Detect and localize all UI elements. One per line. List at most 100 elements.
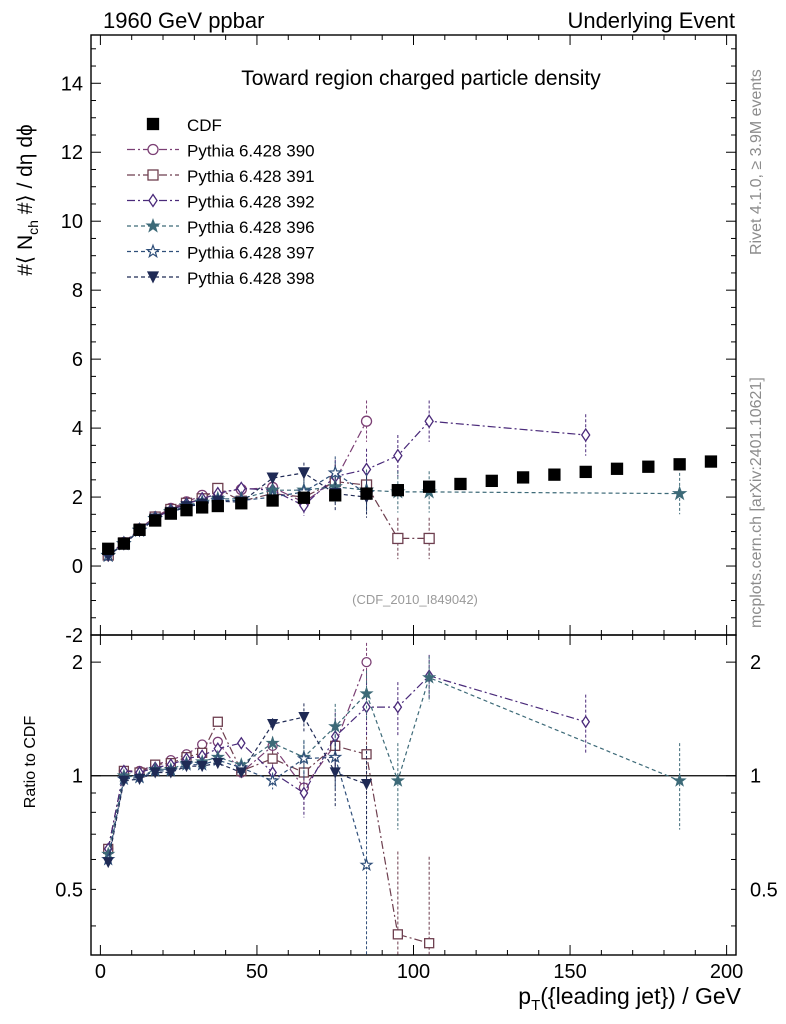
y-tick-label-top: 14 xyxy=(61,73,83,95)
legend-398-marker xyxy=(146,271,160,284)
series-392-point xyxy=(393,448,403,463)
cdf-point xyxy=(610,462,624,475)
x-tick-label: 200 xyxy=(710,961,743,983)
cdf-point xyxy=(235,497,248,510)
legend-397-marker xyxy=(145,243,161,259)
legend-392-marker xyxy=(148,193,158,208)
y-tick-label-bottom-right: 1 xyxy=(750,766,761,788)
cdf-point xyxy=(149,514,162,527)
series-397-ratio-point xyxy=(265,773,280,787)
cdf-point xyxy=(516,471,530,484)
series-391-ratio-point xyxy=(392,929,403,940)
series-392-ratio-point xyxy=(581,715,591,729)
series-398-ratio-point xyxy=(235,767,247,779)
y-tick-label-bottom-left: 2 xyxy=(72,652,83,674)
series-396-ratio-line xyxy=(107,676,680,855)
ratio-panel-frame xyxy=(90,634,737,956)
series-396-ratio-point xyxy=(265,735,280,750)
series-397-ratio-point xyxy=(359,857,374,872)
cdf-point xyxy=(454,477,467,491)
legend-396-marker xyxy=(145,218,161,233)
series-396-ratio-point xyxy=(359,686,374,700)
x-tick-label: 0 xyxy=(95,961,106,983)
series-398-ratio-point xyxy=(329,767,341,779)
cdf-point xyxy=(673,458,686,471)
series-398-ratio-point xyxy=(102,857,114,869)
series-396-point xyxy=(671,485,688,501)
y-tick-label-bottom-left: 0.5 xyxy=(55,879,83,901)
series-397-point xyxy=(327,464,343,480)
series-398-ratio-point xyxy=(133,773,146,786)
y-tick-label-bottom-left: 1 xyxy=(72,766,83,788)
series-391-ratio-point xyxy=(212,716,223,727)
series-398-ratio-point xyxy=(118,775,130,787)
cdf-point xyxy=(329,489,342,502)
header-right: Underlying Event xyxy=(567,8,735,33)
y-tick-label-top: 10 xyxy=(61,211,83,233)
y-tick-label-top: 2 xyxy=(72,487,83,509)
series-398-point xyxy=(297,467,310,480)
series-391-point xyxy=(423,532,435,545)
cdf-point xyxy=(164,507,177,520)
x-tick-label: 50 xyxy=(246,961,268,983)
series-398-ratio-point xyxy=(180,761,193,773)
y-tick-label-bottom-right: 2 xyxy=(750,652,761,674)
legend-396-label: Pythia 6.428 396 xyxy=(187,218,315,237)
legend-391-marker xyxy=(147,169,159,181)
series-390-ratio-line xyxy=(107,661,368,850)
legend-397-label: Pythia 6.428 397 xyxy=(187,244,315,263)
legend-391-label: Pythia 6.428 391 xyxy=(187,167,315,186)
chart-title: Toward region charged particle density xyxy=(241,67,601,90)
cdf-point xyxy=(266,494,279,507)
x-tick-label: 100 xyxy=(397,961,430,983)
series-398-ratio-point xyxy=(196,761,208,773)
cdf-point xyxy=(133,523,146,536)
y-tick-label-top: 12 xyxy=(61,142,83,164)
series-392-ratio-point xyxy=(393,700,403,714)
header-left: 1960 GeV ppbar xyxy=(103,8,264,33)
cdf-point xyxy=(196,501,209,514)
series-390-ratio-point xyxy=(361,656,372,668)
cdf-point xyxy=(548,468,561,481)
cdf-point xyxy=(391,484,404,497)
cdf-point xyxy=(180,504,193,517)
series-391-ratio-point xyxy=(267,753,278,764)
series-397-ratio-point xyxy=(296,751,312,765)
series-396-ratio-point xyxy=(672,773,687,787)
legend-390-label: Pythia 6.428 390 xyxy=(187,142,315,161)
cdf-point xyxy=(117,537,131,550)
rivet-version-label: Rivet 4.1.0, ≥ 3.9M events xyxy=(748,69,765,255)
legend-398-label: Pythia 6.428 398 xyxy=(187,269,315,288)
cdf-point xyxy=(423,480,436,493)
y-tick-label-bottom-right: 0.5 xyxy=(750,879,778,901)
series-398-point xyxy=(266,472,279,485)
cdf-point xyxy=(102,542,115,555)
series-392-line xyxy=(107,420,586,556)
series-391-point xyxy=(392,532,404,545)
y-tick-label-top: 6 xyxy=(72,349,83,371)
cdf-point xyxy=(642,460,655,473)
series-392-ratio-point xyxy=(299,786,309,800)
series-398-ratio-point xyxy=(212,757,224,770)
analysis-tag: (CDF_2010_I849042) xyxy=(352,592,478,607)
cdf-point xyxy=(360,487,373,500)
y-tick-label-top: -2 xyxy=(65,625,83,647)
legend-392-label: Pythia 6.428 392 xyxy=(187,193,315,212)
series-396-ratio-point xyxy=(328,719,343,733)
series-390-point xyxy=(360,415,373,427)
legend-390-marker xyxy=(147,143,159,156)
cdf-point xyxy=(704,455,718,468)
series-398-ratio-point xyxy=(149,767,161,779)
cdf-point xyxy=(297,491,311,504)
legend-cdf-marker xyxy=(146,117,160,131)
series-392-ratio-line xyxy=(107,675,586,850)
cdf-point xyxy=(211,499,224,513)
mcplots-label: mcplots.cern.ch [arXiv:2401.10621] xyxy=(748,377,765,628)
series-398-ratio-point xyxy=(267,718,279,731)
y-tick-label-top: 4 xyxy=(72,418,83,440)
y-axis-label-bottom: Ratio to CDF xyxy=(22,716,39,809)
y-tick-label-top: 0 xyxy=(72,556,83,578)
series-398-ratio-point xyxy=(360,779,373,791)
series-398-ratio-line xyxy=(107,716,367,863)
